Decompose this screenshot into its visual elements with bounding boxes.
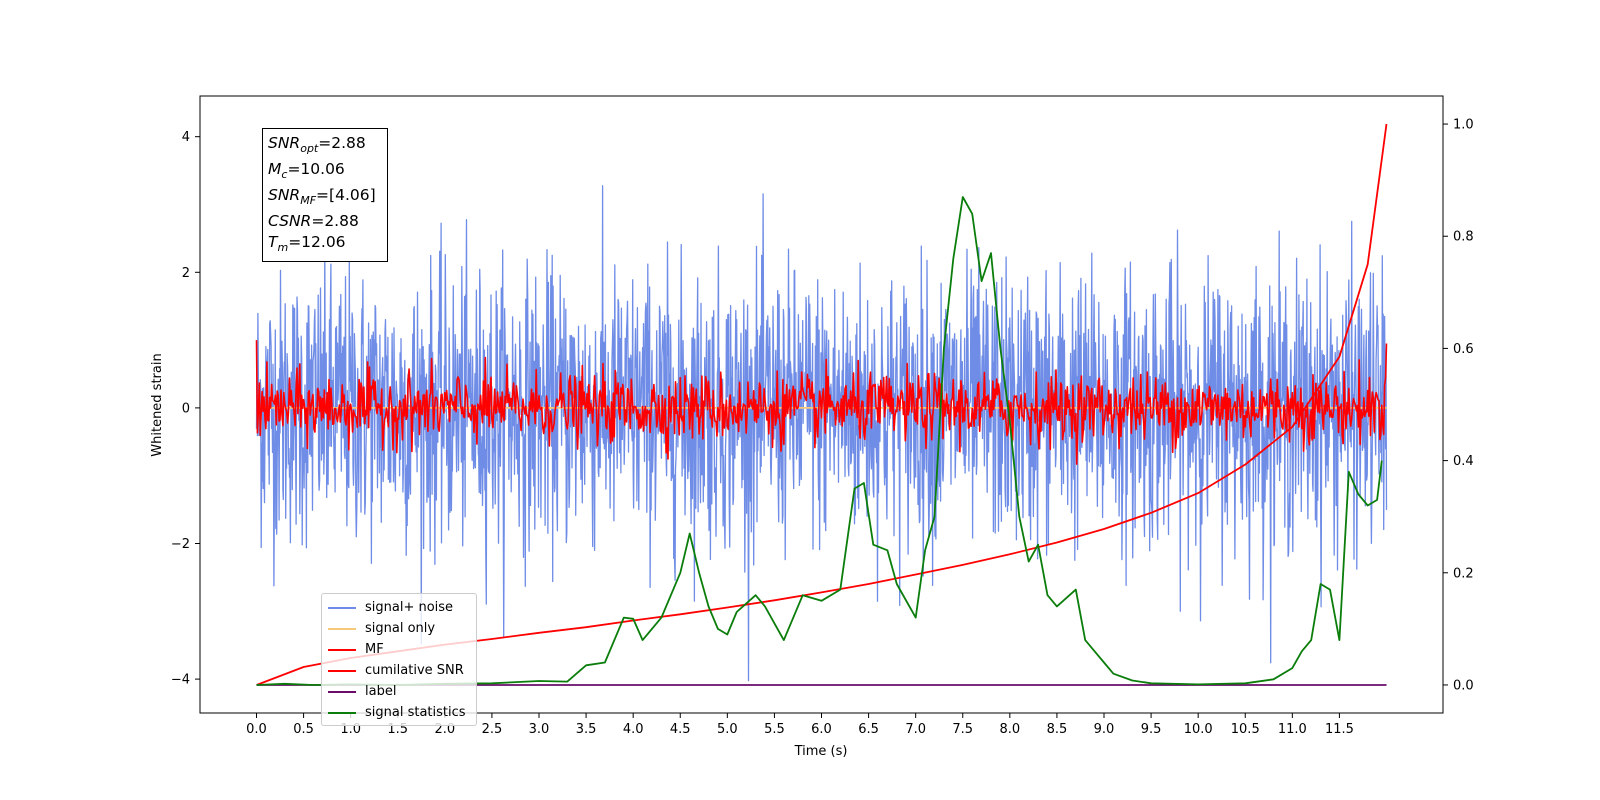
stat-value: =12.06 [288,233,346,252]
y-left-tick-label: 2 [182,266,190,281]
legend-item: signal+ noise [328,597,470,618]
legend-swatch [328,690,356,693]
stat-name: CSNR [268,212,311,230]
stat-name: SNRMF [268,186,317,208]
x-tick-label: 2.5 [482,722,503,737]
legend-swatch [328,648,356,651]
stats-annotation-box: SNRopt=2.88 Mc=10.06 SNRMF=[4.06] CSNR=2.88… [262,128,388,263]
stat-name: Tm [268,233,289,255]
y-left-tick-label: −4 [171,673,190,688]
y-left-tick-label: −2 [171,537,190,552]
legend-swatch [328,669,356,672]
legend-item: label [328,681,470,702]
legend-label: cumilative SNR [365,663,464,678]
legend-item: cumilative SNR [328,660,470,681]
y-right-tick-label: 0.8 [1453,230,1474,245]
x-tick-label: 0.0 [246,722,267,737]
series-line-signal-statistics [256,196,1383,686]
x-tick-label: 11.0 [1278,722,1307,737]
stat-line: SNRMF=[4.06] [268,185,382,211]
stat-line: Tm=12.06 [268,232,382,258]
stat-symbol: CSNR [268,212,312,231]
legend-label: signal statistics [365,705,466,720]
series-line-signal-noise [255,185,1388,682]
legend-label: signal+ noise [365,600,454,615]
x-tick-label: 4.0 [623,722,644,737]
legend-label: signal only [365,621,436,636]
x-tick-label: 0.5 [293,722,314,737]
legend-swatch [328,711,356,714]
stat-symbol: SNR [268,186,301,205]
stat-value: =[4.06] [316,186,376,205]
legend-swatch [328,606,356,609]
stat-line: SNRopt=2.88 [268,133,382,159]
x-tick-label: 9.5 [1141,722,1162,737]
x-tick-label: 10.0 [1184,722,1213,737]
x-axis-ticks: 0.0 0.5 1.0 1.5 2.0 2.5 3.0 3.5 4.0 4.5 5.0 5.5 6.0 6… [246,713,1354,737]
series-line-mf [255,340,1388,465]
x-tick-label: 8.5 [1047,722,1068,737]
x-tick-label: 9.0 [1094,722,1115,737]
legend: signal+ noise signal only MF cumilative SNR… [321,593,477,726]
legend-item: MF [328,639,470,660]
stat-name: SNRopt [268,134,319,156]
x-tick-label: 10.5 [1231,722,1260,737]
stat-name: Mc [268,160,288,182]
legend-label: MF [365,642,384,657]
stat-symbol: SNR [268,134,301,152]
x-tick-label: 7.5 [952,722,973,737]
legend-item: signal statistics [328,702,470,723]
x-tick-label: 6.5 [858,722,879,737]
y-left-tick-label: 4 [182,130,190,145]
stat-symbol: M [268,160,282,179]
y-right-tick-label: 0.2 [1453,566,1474,581]
stat-subscript: m [277,241,289,255]
stat-symbol: T [268,233,278,252]
x-tick-label: 7.0 [905,722,926,737]
x-tick-label: 5.5 [764,722,785,737]
x-axis-label: Time (s) [794,744,848,759]
stat-value: =10.06 [287,160,345,179]
y-right-tick-label: 0.4 [1453,454,1474,469]
stat-value: =2.88 [311,212,359,231]
y-right-tick-label: 0.0 [1453,678,1474,693]
y-right-tick-label: 0.6 [1453,342,1474,357]
stat-subscript: MF [300,194,317,208]
y-axis-label: Whitened strain [150,353,165,456]
stat-line: CSNR=2.88 [268,211,382,232]
stat-value: =2.88 [318,134,366,152]
y-right-tick-label: 1.0 [1453,118,1474,133]
x-tick-label: 3.0 [529,722,550,737]
x-tick-label: 8.0 [999,722,1020,737]
x-tick-label: 6.0 [811,722,832,737]
legend-label: label [365,684,397,699]
legend-item: signal only [328,618,470,639]
x-tick-label: 3.5 [576,722,597,737]
stat-line: Mc=10.06 [268,159,382,185]
y-left-tick-label: 0 [182,401,190,416]
y-axis-right-ticks: 1.0 0.8 0.6 0.4 0.2 0.0 [1443,118,1474,693]
stat-subscript: c [281,168,288,182]
x-tick-label: 4.5 [670,722,691,737]
x-tick-label: 5.0 [717,722,738,737]
stat-subscript: opt [300,142,319,156]
x-tick-label: 11.5 [1325,722,1354,737]
legend-swatch [328,627,356,630]
y-axis-left-ticks: 4 2 0 −2 −4 [171,130,200,688]
